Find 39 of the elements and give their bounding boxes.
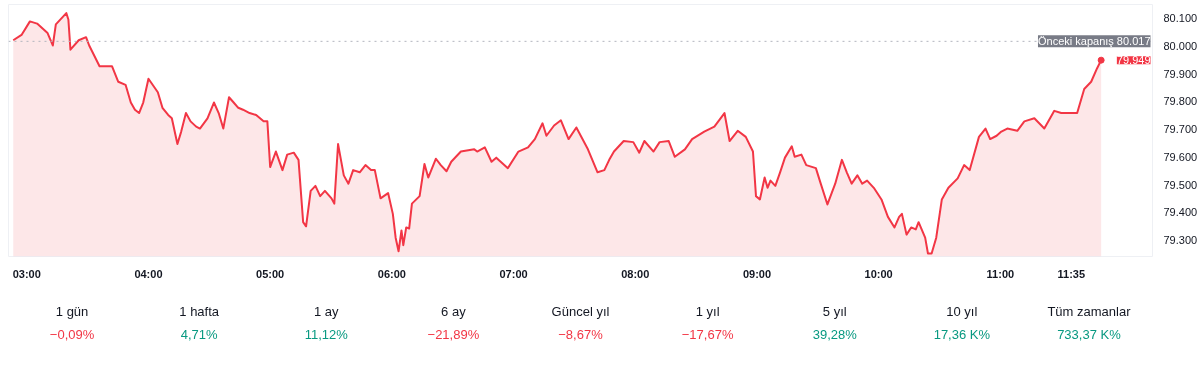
text: Tüm zamanlar: [1047, 304, 1132, 320]
x-tick-label: 05:00: [256, 267, 285, 280]
text: 5 yıl: [822, 304, 847, 320]
x-tick-label: 03:00: [12, 267, 41, 280]
text: Güncel yıl: [551, 304, 610, 320]
y-tick-label: 80.100: [1163, 12, 1198, 25]
text: 10 yıl: [946, 304, 978, 320]
text: 1 gün: [55, 304, 89, 320]
x-tick-label: 07:00: [499, 267, 528, 280]
x-tick-label: 04:00: [134, 267, 163, 280]
ref-line-label: Önceki kapanış 80.017: [1037, 35, 1151, 48]
text: 17,36 K%: [933, 326, 991, 342]
text: 1 hafta: [179, 304, 220, 320]
x-tick-label: 11:35: [1057, 267, 1086, 280]
y-tick-label: 79.300: [1163, 233, 1198, 246]
x-tick-label: 09:00: [742, 267, 772, 280]
y-tick-label: 79.600: [1163, 150, 1198, 163]
y-tick-label: 79.700: [1163, 123, 1198, 136]
y-tick-label: 79.800: [1163, 95, 1198, 108]
x-tick-label: 11:00: [986, 267, 1015, 280]
y-tick-label: 79.500: [1163, 178, 1198, 191]
annotation: 79.949: [1116, 54, 1151, 67]
x-tick-label: 08:00: [621, 267, 650, 280]
text: −17,67%: [681, 326, 734, 342]
y-tick-label: 79.400: [1163, 206, 1198, 219]
y-tick-label: 79.900: [1163, 67, 1198, 80]
text: 6 ay: [441, 304, 467, 320]
x-tick-label: 06:00: [377, 267, 406, 280]
text: −21,89%: [427, 326, 480, 342]
text: 39,28%: [812, 326, 858, 342]
text: 4,71%: [180, 326, 219, 342]
y-tick-label: 80.000: [1163, 40, 1198, 53]
text: −8,67%: [558, 326, 604, 342]
text: 11,12%: [304, 326, 349, 342]
text: 1 ay: [313, 304, 340, 320]
x-tick-label: 10:00: [864, 267, 893, 280]
text: −0,09%: [49, 326, 95, 342]
text: 733,37 K%: [1057, 326, 1122, 342]
text: 1 yıl: [695, 304, 720, 320]
